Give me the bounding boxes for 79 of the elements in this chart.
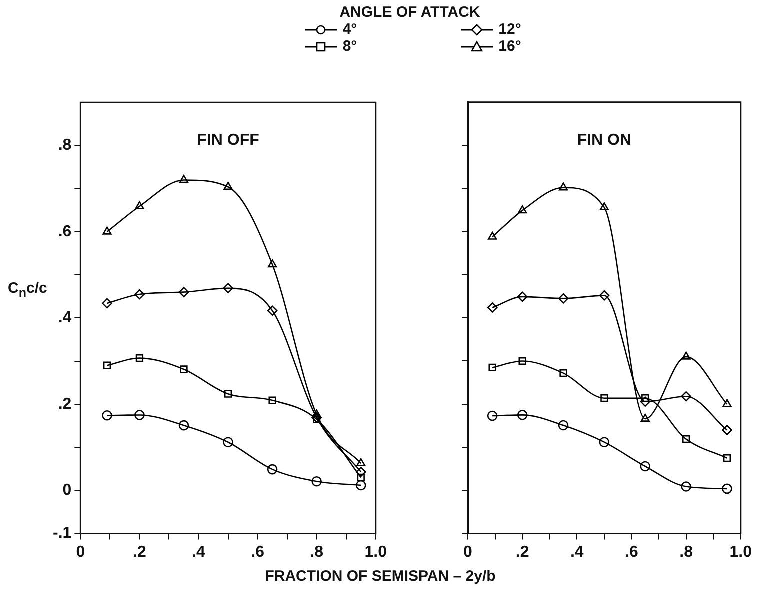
point xyxy=(517,410,528,420)
x-tick-label: .8 xyxy=(680,544,694,561)
point xyxy=(723,454,732,462)
point xyxy=(136,354,144,362)
point xyxy=(599,290,610,301)
x-tick-label: .4 xyxy=(570,544,584,561)
point xyxy=(518,357,526,366)
text: FIN OFF xyxy=(197,132,260,150)
point xyxy=(560,369,568,378)
point xyxy=(179,175,189,184)
point xyxy=(357,474,365,482)
point xyxy=(558,294,569,304)
point xyxy=(722,399,732,408)
point xyxy=(356,480,366,491)
point xyxy=(312,476,322,487)
point xyxy=(600,202,609,211)
y-tick-label: .2 xyxy=(58,396,72,413)
y-tick-label: .4 xyxy=(58,310,72,327)
x-tick-label: .4 xyxy=(192,544,206,561)
point xyxy=(356,458,366,466)
point xyxy=(599,437,610,448)
x-axis-title: FRACTION OF SEMISPAN – 2y/b xyxy=(264,568,497,585)
point xyxy=(103,362,112,370)
text: FIN ON xyxy=(577,132,632,149)
point xyxy=(268,260,278,268)
point xyxy=(640,414,650,422)
point xyxy=(558,182,568,191)
x-tick-label: .6 xyxy=(625,544,638,561)
point xyxy=(134,289,145,300)
y-axis-title: C$_{n}$c/c xyxy=(8,280,48,300)
point xyxy=(640,396,651,407)
legend-label: 12° xyxy=(498,21,522,38)
point xyxy=(558,420,569,431)
x-tick-label: .2 xyxy=(133,544,146,561)
point xyxy=(135,201,144,210)
point xyxy=(681,391,692,402)
point xyxy=(178,287,190,298)
y-tick-label: -.1 xyxy=(53,525,72,542)
x-tick-label: .6 xyxy=(251,544,265,561)
legend-title: ANGLE OF ATTACK xyxy=(338,4,482,21)
point xyxy=(102,410,112,421)
point xyxy=(268,396,276,404)
point xyxy=(102,298,112,309)
point xyxy=(640,461,651,472)
point xyxy=(517,292,528,302)
x-tick-label: 0 xyxy=(76,544,86,561)
legend-label: 8° xyxy=(342,38,358,55)
y-tick-label: .8 xyxy=(58,137,72,154)
point xyxy=(722,425,732,436)
point xyxy=(224,390,232,398)
y-tick-label: .6 xyxy=(58,223,72,240)
point xyxy=(223,283,234,294)
point xyxy=(488,232,498,240)
point xyxy=(178,420,190,431)
point xyxy=(682,352,691,360)
point xyxy=(267,464,278,475)
point xyxy=(102,226,112,235)
point xyxy=(267,306,278,316)
point xyxy=(134,410,145,420)
y-tick-label: 0 xyxy=(62,482,72,500)
point xyxy=(600,394,608,402)
x-tick-label: 0 xyxy=(464,544,473,561)
x-tick-label: 1.0 xyxy=(364,544,388,561)
legend-label: 16° xyxy=(498,38,522,55)
point xyxy=(356,466,366,478)
point xyxy=(223,437,234,448)
point xyxy=(487,410,498,422)
point xyxy=(722,484,732,494)
point xyxy=(681,482,692,492)
x-tick-label: .2 xyxy=(516,544,530,561)
point xyxy=(224,182,233,190)
point xyxy=(518,206,528,214)
point xyxy=(180,366,188,374)
point xyxy=(682,435,690,444)
x-tick-label: .8 xyxy=(310,544,324,561)
legend-label: 4° xyxy=(342,21,358,38)
point xyxy=(488,364,496,372)
x-tick-label: 1.0 xyxy=(730,544,752,561)
point xyxy=(487,302,498,313)
